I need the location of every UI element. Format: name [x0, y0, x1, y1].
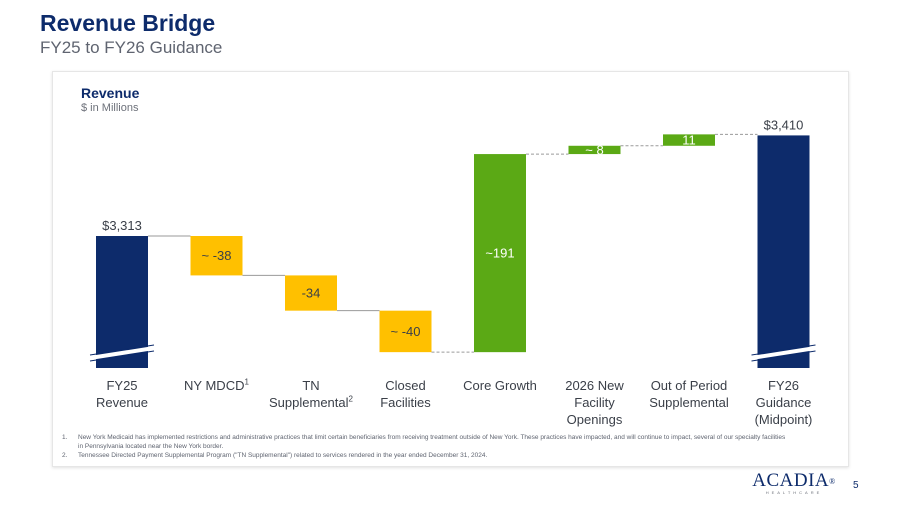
footnote-1: 1. New York Medicaid has implemented res…: [62, 433, 792, 451]
category-label: TN Supplemental2: [269, 378, 353, 410]
page-subtitle: FY25 to FY26 Guidance: [40, 38, 223, 57]
axis-break-mark: [89, 344, 155, 356]
bar-decrease: [285, 275, 337, 311]
footnote-2: 2. Tennessee Directed Payment Supplement…: [62, 451, 792, 460]
data-label: $3,410: [764, 117, 804, 132]
axis-break-mark: [89, 346, 155, 360]
data-label: ~ -38: [202, 248, 232, 263]
footnote-number: 1.: [62, 434, 68, 441]
category-label: 2026 New Facility Openings: [565, 378, 624, 427]
logo-subtext: HEALTHCARE: [765, 490, 823, 495]
category-label: Closed Facilities: [380, 378, 431, 410]
acadia-logo: ACADIA® HEALTHCARE: [748, 470, 840, 495]
logo-wordmark: ACADIA: [752, 470, 830, 491]
data-label: ~ 8: [585, 142, 603, 157]
bar-increase: [663, 134, 715, 146]
axis-break-mark: [751, 344, 816, 356]
category-label: FY26 Guidance (Midpoint): [754, 378, 813, 427]
bar-increase: [568, 145, 621, 155]
chart-panel: [52, 71, 849, 467]
axis-break-mark: [89, 350, 155, 362]
data-label: ~191: [485, 246, 514, 261]
page-title: Revenue Bridge: [40, 10, 216, 36]
data-label: $3,313: [102, 218, 142, 233]
bar-decrease: [379, 310, 432, 353]
category-label: Out of Period Supplemental: [649, 378, 729, 410]
data-label: ~ -40: [391, 324, 421, 339]
footnote-text: New York Medicaid has implemented restri…: [78, 434, 786, 450]
category-label: NY MDCD1: [184, 377, 249, 393]
data-label: -34: [302, 286, 321, 301]
data-label: 11: [682, 133, 696, 148]
bar-decrease: [190, 236, 243, 276]
logo-registered-mark: ®: [829, 477, 836, 487]
bar-increase: [474, 154, 526, 353]
axis-break-mark: [751, 350, 816, 362]
bar-total: [96, 236, 148, 368]
bar-total: [757, 135, 810, 368]
category-label: Core Growth: [463, 378, 537, 393]
footnote-text: Tennessee Directed Payment Supplemental …: [78, 452, 488, 459]
category-label: FY25 Revenue: [95, 378, 149, 410]
page-number: 5: [853, 480, 859, 491]
footnotes: 1. New York Medicaid has implemented res…: [62, 433, 792, 460]
chart-unit-label: $ in Millions: [81, 102, 139, 114]
axis-break-mark: [751, 346, 816, 360]
chart-title: Revenue: [81, 85, 140, 101]
footnote-number: 2.: [62, 452, 68, 459]
